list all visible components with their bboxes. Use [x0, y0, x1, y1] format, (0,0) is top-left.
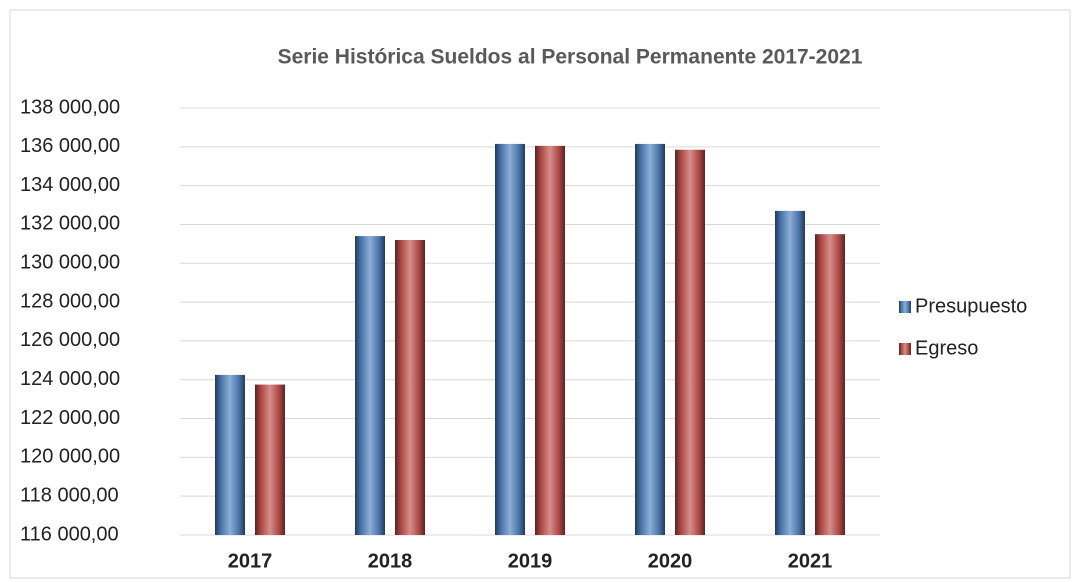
bar [255, 384, 285, 535]
chart-title: Serie Histórica Sueldos al Personal Perm… [278, 46, 863, 69]
bar [635, 143, 665, 536]
x-tick-label: 2017 [228, 550, 273, 572]
x-tick-label: 2019 [508, 550, 553, 572]
y-tick-label: 120 000,00 [20, 446, 120, 468]
y-tick-label: 124 000,00 [20, 368, 120, 390]
bar [815, 234, 845, 535]
y-tick-label: 122 000,00 [20, 407, 120, 429]
y-tick-label: 134 000,00 [20, 174, 120, 196]
legend-label: Presupuesto [915, 295, 1027, 317]
bar [775, 210, 805, 536]
bar [675, 149, 705, 535]
y-tick-label: 132 000,00 [20, 213, 120, 235]
bar [535, 145, 565, 536]
bar [395, 239, 425, 535]
bar [355, 236, 385, 535]
y-tick-label: 118 000,00 [20, 484, 119, 506]
y-tick-label: 136 000,00 [20, 135, 120, 157]
legend-swatch [899, 301, 911, 313]
x-tick-label: 2020 [648, 550, 693, 572]
y-tick-label: 116 000,00 [20, 523, 119, 545]
y-tick-label: 130 000,00 [20, 252, 120, 274]
legend-label: Egreso [915, 337, 978, 359]
y-tick-label: 128 000,00 [20, 290, 120, 312]
y-tick-label: 126 000,00 [20, 329, 120, 351]
x-tick-label: 2021 [788, 550, 833, 572]
x-tick-label: 2018 [368, 550, 413, 572]
legend-swatch [899, 343, 911, 355]
bar [495, 143, 525, 536]
y-tick-label: 138 000,00 [20, 96, 120, 118]
bar [215, 374, 245, 535]
